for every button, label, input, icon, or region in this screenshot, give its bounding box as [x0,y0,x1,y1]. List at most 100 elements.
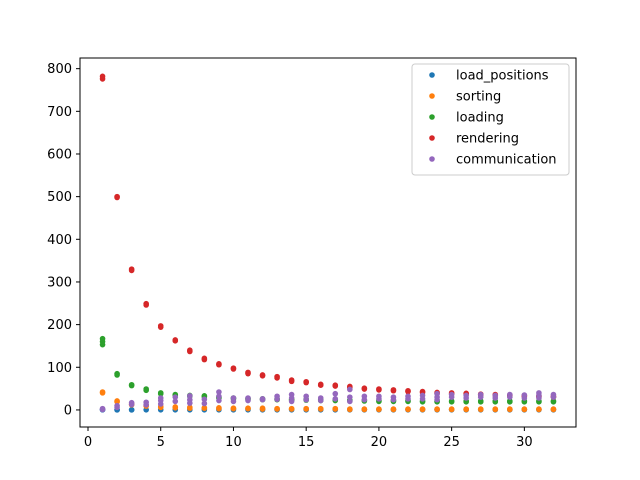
data-point [172,405,179,411]
data-point [419,406,426,413]
data-point [463,399,469,405]
data-point [550,394,557,400]
data-point [463,395,469,401]
data-point [172,338,179,344]
x-tick-label: 15 [298,435,315,450]
data-point [216,397,222,404]
data-point [361,406,368,413]
data-point [434,406,440,413]
data-point [114,194,120,201]
data-point [347,398,353,405]
data-point [114,404,120,411]
data-point [274,375,280,381]
data-point [128,407,135,413]
data-point [172,394,179,400]
data-point [550,406,557,413]
data-point [274,396,280,403]
data-point [550,399,557,405]
data-point [187,393,193,399]
data-point [114,372,120,378]
data-point [376,406,382,413]
data-point [521,395,528,401]
data-point [216,361,222,368]
data-point [187,405,193,412]
y-tick-label: 100 [47,361,72,376]
data-point [347,386,353,393]
data-point [288,398,295,405]
legend-marker [429,72,435,78]
data-point [405,388,411,395]
data-point [448,406,455,413]
data-point [288,406,295,412]
data-point [390,387,397,394]
data-point [361,396,368,403]
legend-label: communication [456,153,557,168]
data-point [332,390,339,397]
data-point [507,399,513,405]
data-point [201,356,208,363]
data-point [157,401,164,407]
data-point [448,394,455,400]
data-point [201,405,208,412]
data-point [405,396,411,402]
data-point [303,396,309,403]
legend-marker [429,114,435,120]
data-point [157,390,164,397]
legend-box [411,63,570,176]
data-point [230,405,237,412]
data-point [201,400,208,407]
data-point [317,397,324,404]
data-point [274,406,280,412]
x-tick-label: 10 [225,435,242,450]
y-tick-label: 200 [47,318,72,333]
data-point [492,395,499,401]
data-point [187,348,193,355]
axes-frame [79,57,577,428]
data-point [434,396,440,403]
data-point [463,406,469,413]
data-point [216,393,222,400]
data-point [361,386,368,392]
data-point [128,267,135,274]
data-point [201,396,208,403]
data-point [448,399,455,405]
data-point [259,406,266,412]
data-point [376,396,382,402]
data-point [477,394,484,400]
legend-marker [429,135,435,141]
data-point [99,76,106,82]
data-point [317,406,324,412]
legend-label: rendering [456,132,519,147]
y-tick-label: 700 [47,105,72,120]
series-communication [99,386,557,413]
data-point [303,406,309,412]
data-point [536,406,542,413]
data-point [172,398,179,405]
legend-marker [429,93,435,99]
legend-label: load_positions [456,69,549,84]
data-point [347,406,353,413]
data-point [390,396,397,403]
data-point [128,382,135,389]
data-point [317,382,324,388]
y-tick-label: 800 [47,62,72,77]
x-tick-label: 30 [516,435,533,450]
legend-label: sorting [456,90,501,105]
data-point [419,396,426,402]
data-point [521,399,528,405]
legend-marker [429,156,435,162]
data-point [245,405,251,412]
data-point [507,394,513,400]
data-point [347,394,353,400]
data-point [230,398,237,405]
legend-label: loading [456,111,504,126]
y-tick-label: 600 [47,147,72,162]
data-point [536,395,542,401]
data-point [477,406,484,413]
data-point [376,387,382,393]
y-tick-label: 0 [64,403,72,418]
data-point [143,302,149,308]
data-point [521,406,528,413]
data-point [477,399,484,405]
